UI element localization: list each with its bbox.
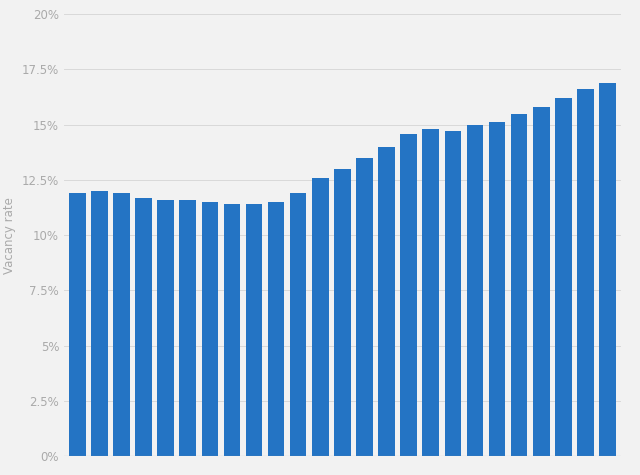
Bar: [422, 129, 439, 456]
Bar: [401, 133, 417, 456]
Bar: [489, 123, 506, 456]
Bar: [533, 107, 550, 456]
Bar: [577, 89, 594, 456]
Bar: [113, 193, 130, 456]
Y-axis label: Vacancy rate: Vacancy rate: [3, 197, 17, 274]
Bar: [290, 193, 307, 456]
Bar: [179, 200, 196, 456]
Bar: [511, 114, 527, 456]
Bar: [223, 204, 240, 456]
Bar: [157, 200, 174, 456]
Bar: [202, 202, 218, 456]
Bar: [334, 169, 351, 456]
Bar: [268, 202, 284, 456]
Bar: [599, 83, 616, 456]
Bar: [467, 124, 483, 456]
Bar: [445, 131, 461, 456]
Bar: [356, 158, 372, 456]
Bar: [91, 191, 108, 456]
Bar: [378, 147, 395, 456]
Bar: [312, 178, 328, 456]
Bar: [246, 204, 262, 456]
Bar: [555, 98, 572, 456]
Bar: [69, 193, 86, 456]
Bar: [135, 198, 152, 456]
